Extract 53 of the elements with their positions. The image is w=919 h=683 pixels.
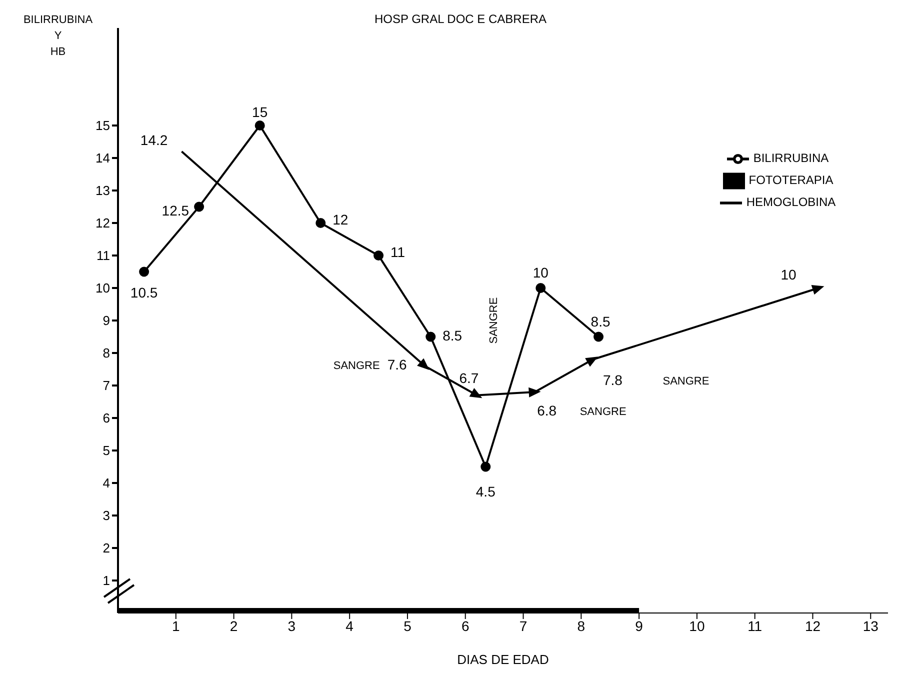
x-tick-label: 10: [689, 618, 705, 634]
data-label: 11: [390, 244, 406, 260]
x-tick-label: 13: [862, 618, 879, 634]
data-label: 12.5: [162, 202, 190, 218]
x-tick-label: 12: [804, 618, 821, 634]
annotation: SANGRE: [580, 406, 626, 418]
x-tick-label: 11: [748, 618, 762, 634]
y-tick-label: 11: [96, 248, 110, 264]
x-tick-label: 4: [346, 618, 354, 634]
x-tick-label: 8: [577, 618, 586, 634]
y-tick-label: 13: [96, 183, 110, 198]
x-tick-label: 3: [288, 618, 296, 634]
y-tick-label: 2: [102, 540, 110, 556]
y-tick-label: 14: [96, 150, 110, 166]
legend-label: FOTOTERAPIA: [748, 173, 834, 188]
data-label: 6.7: [459, 370, 479, 386]
y-tick-label: 8: [102, 346, 110, 361]
data-label: 10: [780, 266, 797, 283]
legend-label: HEMOGLOBINA: [746, 195, 836, 210]
x-tick-label: 2: [230, 618, 238, 634]
y-tick-label: 5: [102, 443, 110, 458]
data-label: 8.5: [590, 313, 610, 330]
x-tick-label: 7: [519, 618, 528, 634]
data-label: 15: [252, 104, 268, 120]
y-axis-title: BILIRRUBINA Y HB: [22, 13, 94, 60]
data-label: 14.2: [140, 132, 168, 148]
y-tick-label: 6: [102, 410, 110, 426]
x-tick-label: 1: [172, 618, 180, 634]
data-label: 8.5: [442, 327, 462, 344]
data-label: 4.5: [476, 483, 496, 500]
x-axis-title: DIAS DE EDAD: [457, 652, 549, 667]
y-tick-label: 4: [102, 476, 110, 491]
y-tick-label: 10: [96, 280, 110, 296]
y-tick-label: 1: [102, 573, 110, 588]
data-label: 12: [332, 212, 348, 228]
x-tick-label: 5: [404, 618, 412, 634]
data-label: 7.8: [603, 372, 623, 388]
y-tick-label: 3: [102, 508, 110, 524]
annotation: SANGRE: [488, 297, 500, 344]
y-tick-label: 12: [96, 216, 110, 231]
y-tick-label: 7: [102, 378, 110, 394]
legend-label: BILIRRUBINA: [753, 151, 829, 166]
chart-title: HOSP GRAL DOC E CABRERA: [374, 12, 547, 26]
annotation: SANGRE: [662, 375, 710, 388]
data-label: 10.5: [130, 284, 158, 300]
x-tick-label: 9: [635, 618, 644, 634]
data-label: 10: [532, 264, 549, 281]
annotation: SANGRE: [333, 360, 380, 372]
data-label: 7.6: [387, 356, 408, 373]
y-tick-label: 9: [102, 313, 110, 328]
data-label: 6.8: [537, 402, 557, 419]
y-tick-label: 15: [96, 118, 110, 134]
x-tick-label: 6: [461, 618, 470, 634]
